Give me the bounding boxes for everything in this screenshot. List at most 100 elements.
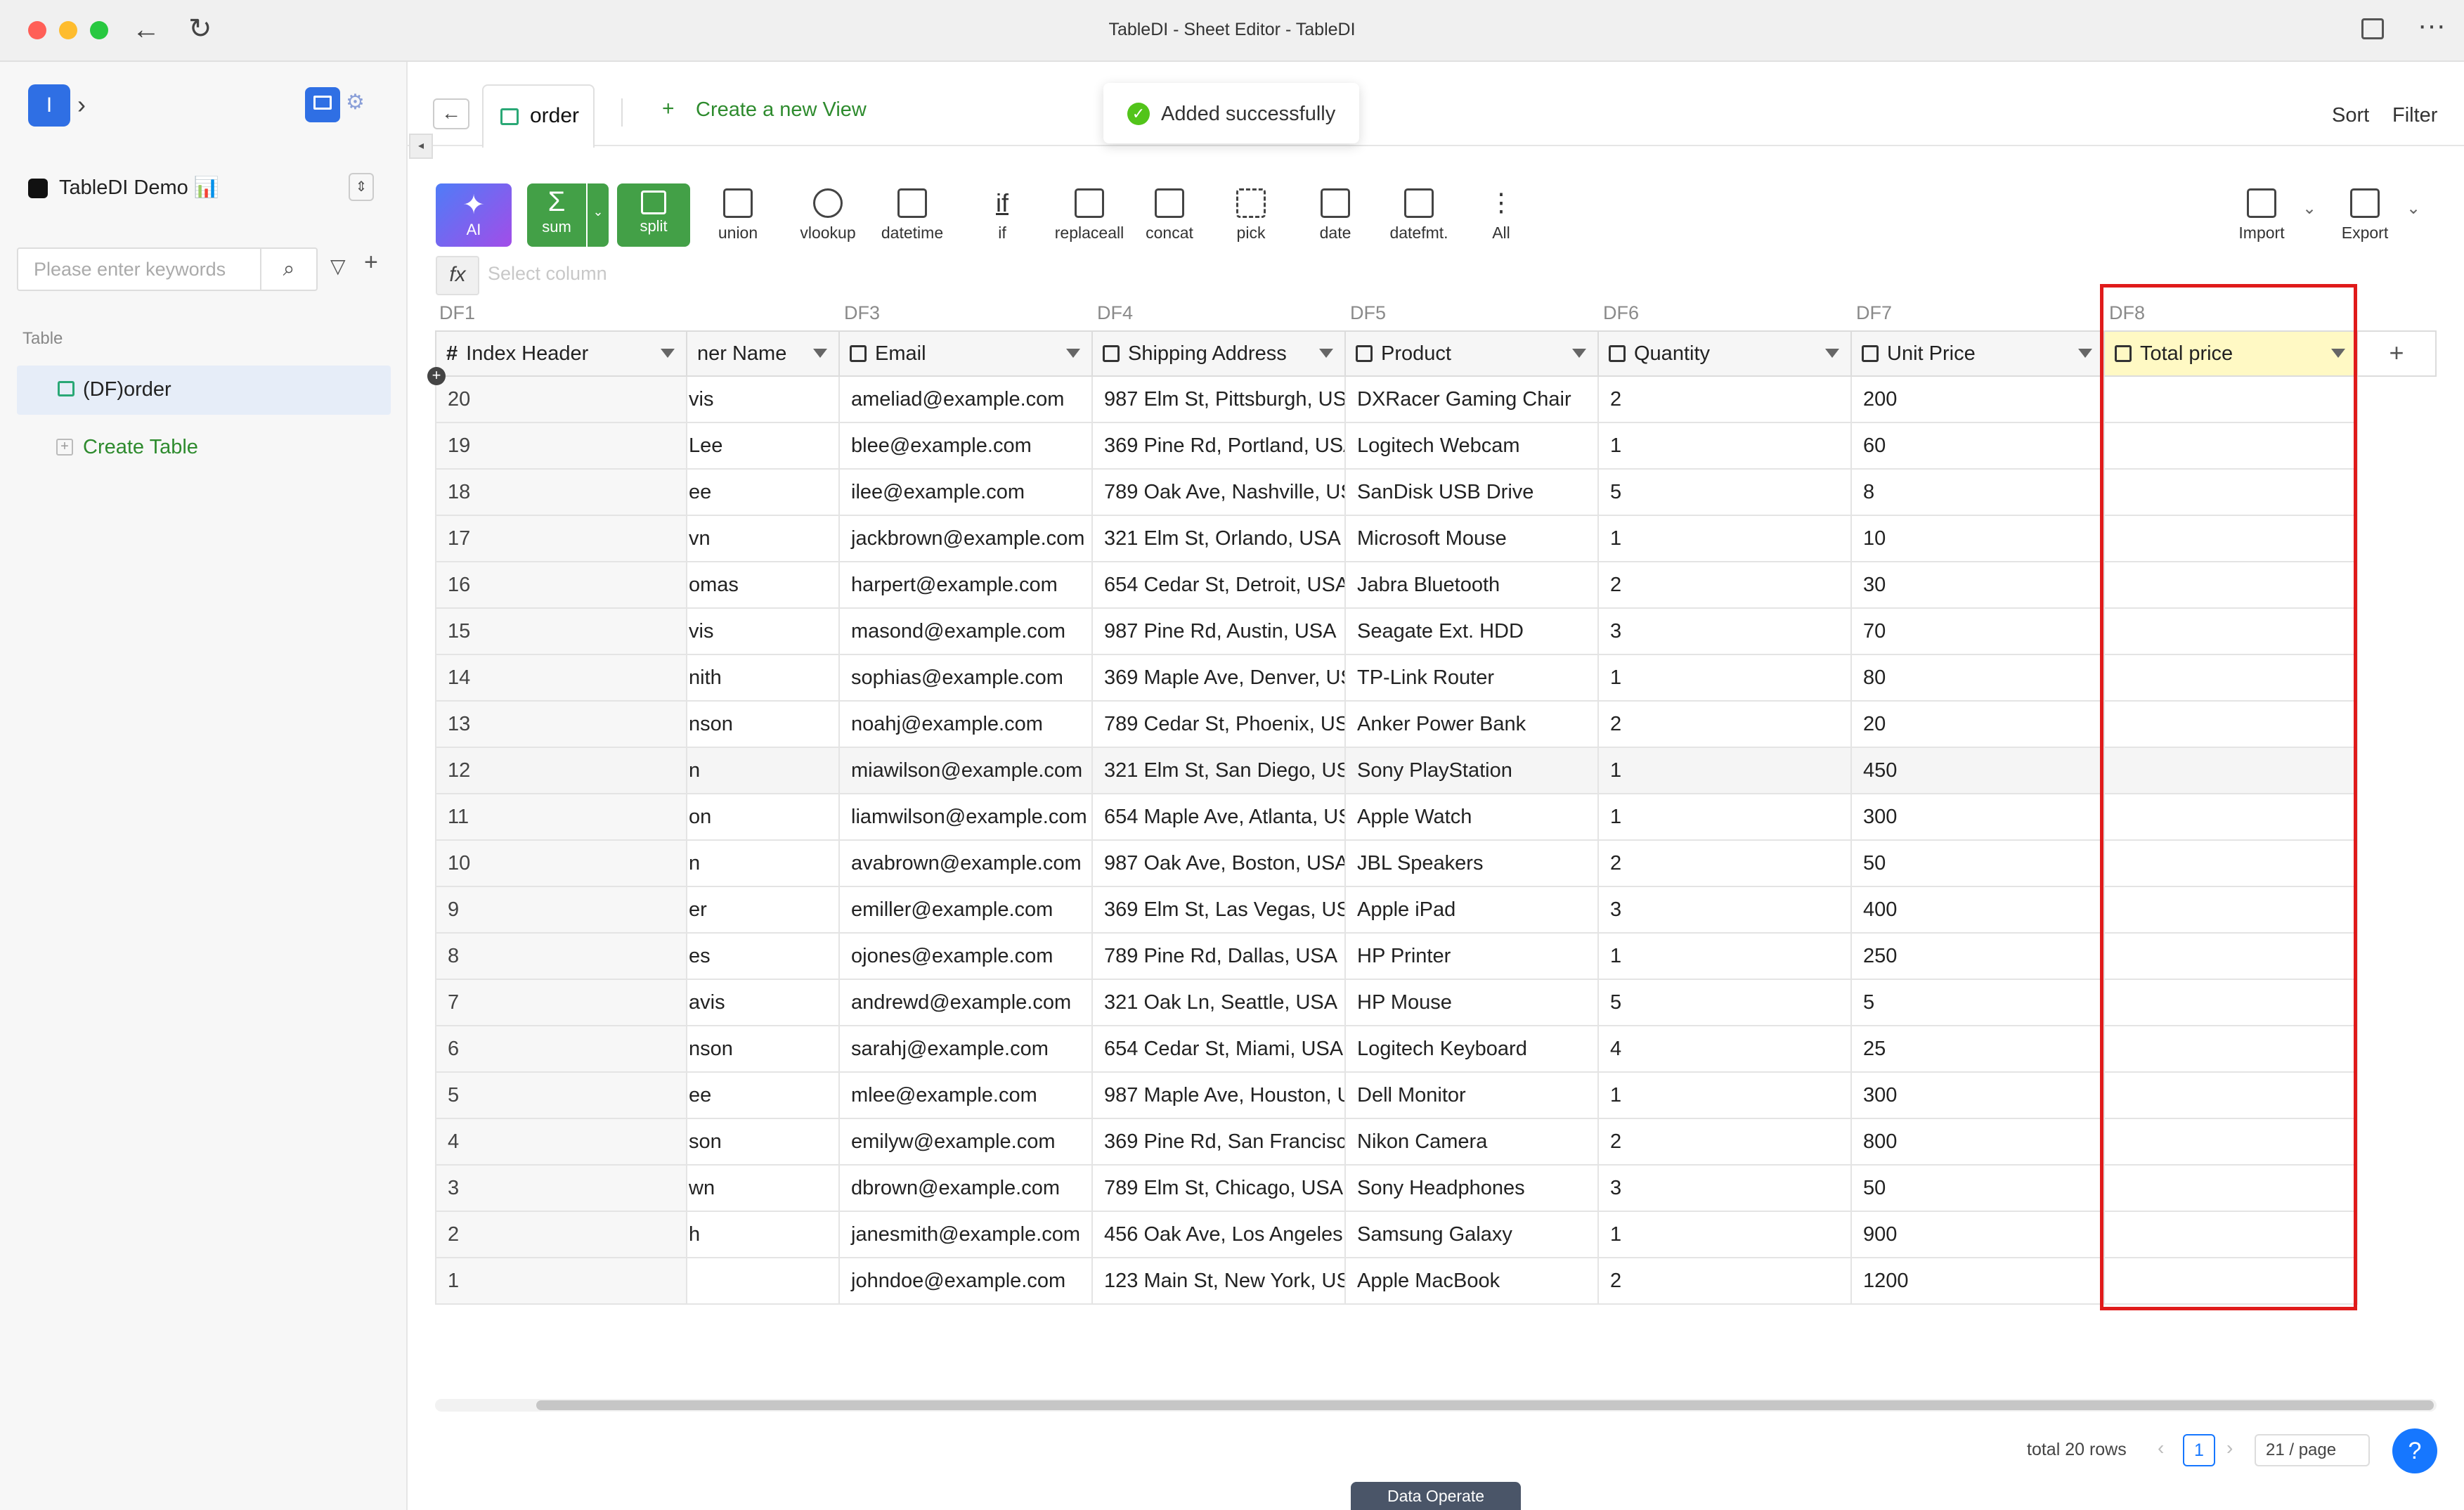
table-cell[interactable]: 1 (435, 1258, 687, 1305)
create-view-link[interactable]: Create a new View (696, 98, 867, 121)
table-cell[interactable]: 987 Elm St, Pittsburgh, US (1093, 377, 1346, 423)
more-icon[interactable]: ··· (2418, 10, 2446, 41)
search-input[interactable]: Please enter keywords (17, 247, 261, 291)
table-cell[interactable]: dbrown@example.com (840, 1166, 1093, 1212)
table-cell[interactable]: 654 Cedar St, Miami, USA (1093, 1026, 1346, 1073)
per-page-select[interactable]: 21 / page (2255, 1434, 2370, 1466)
table-cell[interactable]: DXRacer Gaming Chair (1346, 377, 1599, 423)
table-cell[interactable]: ameliad@example.com (840, 377, 1093, 423)
table-cell[interactable]: 50 (1852, 1166, 2105, 1212)
table-cell[interactable]: harpert@example.com (840, 562, 1093, 609)
table-cell[interactable]: noahj@example.com (840, 702, 1093, 748)
table-cell[interactable]: 300 (1852, 794, 2105, 841)
table-cell[interactable]: 1 (1599, 794, 1852, 841)
table-cell[interactable]: 8 (1852, 470, 2105, 516)
table-cell[interactable]: nson (687, 1026, 840, 1073)
table-cell[interactable]: nith (687, 655, 840, 702)
table-cell[interactable]: 2 (1599, 702, 1852, 748)
table-cell[interactable]: 16 (435, 562, 687, 609)
column-header-product[interactable]: Product (1346, 330, 1599, 377)
add-row-icon[interactable]: + (427, 367, 446, 385)
table-cell[interactable]: Anker Power Bank (1346, 702, 1599, 748)
table-cell[interactable]: 50 (1852, 841, 2105, 887)
table-cell[interactable]: son (687, 1119, 840, 1166)
table-cell[interactable]: 18 (435, 470, 687, 516)
maximize-window-button[interactable] (90, 21, 108, 39)
table-cell[interactable]: blee@example.com (840, 423, 1093, 470)
table-cell[interactable]: jackbrown@example.com (840, 516, 1093, 562)
add-icon[interactable]: + (364, 249, 378, 276)
minimize-window-button[interactable] (59, 21, 77, 39)
table-cell[interactable]: 20 (435, 377, 687, 423)
table-cell[interactable]: 369 Pine Rd, San Francisco (1093, 1119, 1346, 1166)
table-cell[interactable]: miawilson@example.com (840, 748, 1093, 794)
table-cell[interactable]: vis (687, 377, 840, 423)
table-cell[interactable]: TP-Link Router (1346, 655, 1599, 702)
table-cell[interactable] (2105, 748, 2358, 794)
table-cell[interactable]: vis (687, 609, 840, 655)
tab-order[interactable]: order (482, 84, 595, 148)
table-cell[interactable]: ilee@example.com (840, 470, 1093, 516)
table-cell[interactable]: 3 (1599, 887, 1852, 934)
dropdown-arrow-icon[interactable] (2331, 349, 2345, 358)
table-cell[interactable]: johndoe@example.com (840, 1258, 1093, 1305)
if-button[interactable]: if if (981, 188, 1023, 315)
table-cell[interactable]: 4 (435, 1119, 687, 1166)
horizontal-scrollbar[interactable] (435, 1399, 2437, 1412)
table-cell[interactable]: Logitech Webcam (1346, 423, 1599, 470)
table-cell[interactable]: 5 (1852, 980, 2105, 1026)
table-cell[interactable]: Apple iPad (1346, 887, 1599, 934)
concat-button[interactable]: concat (1139, 188, 1200, 315)
table-cell[interactable]: 789 Oak Ave, Nashville, US (1093, 470, 1346, 516)
table-cell[interactable]: 30 (1852, 562, 2105, 609)
split-button[interactable]: split (617, 183, 690, 247)
desktop-view-button[interactable] (305, 87, 340, 122)
dropdown-arrow-icon[interactable] (813, 349, 827, 358)
table-cell[interactable]: 8 (435, 934, 687, 980)
table-cell[interactable]: emiller@example.com (840, 887, 1093, 934)
table-cell[interactable]: avabrown@example.com (840, 841, 1093, 887)
data-operate-tab[interactable]: Data Operate (1351, 1482, 1521, 1510)
page-number[interactable]: 1 (2183, 1434, 2215, 1466)
table-cell[interactable] (2105, 1258, 2358, 1305)
table-cell[interactable]: 2 (435, 1212, 687, 1258)
table-cell[interactable]: 1 (1599, 1212, 1852, 1258)
table-cell[interactable]: ee (687, 1073, 840, 1119)
add-column-button[interactable]: + (2358, 330, 2437, 377)
settings-icon[interactable]: ⚙ (346, 91, 365, 114)
next-page-icon[interactable]: › (2226, 1437, 2233, 1459)
table-cell[interactable]: SanDisk USB Drive (1346, 470, 1599, 516)
table-cell[interactable]: sophias@example.com (840, 655, 1093, 702)
table-cell[interactable] (2105, 516, 2358, 562)
chevron-right-icon[interactable]: › (77, 90, 86, 119)
table-cell[interactable]: Samsung Galaxy (1346, 1212, 1599, 1258)
table-cell[interactable]: 123 Main St, New York, US (1093, 1258, 1346, 1305)
table-cell[interactable]: 654 Maple Ave, Atlanta, US (1093, 794, 1346, 841)
formula-input[interactable]: Select column (488, 263, 607, 284)
table-cell[interactable]: Lee (687, 423, 840, 470)
table-cell[interactable]: ojones@example.com (840, 934, 1093, 980)
column-header-index-header[interactable]: # Index Header (435, 330, 687, 377)
table-cell[interactable] (2105, 423, 2358, 470)
table-cell[interactable]: 7 (435, 980, 687, 1026)
table-cell[interactable]: 5 (435, 1073, 687, 1119)
project-switch-button[interactable]: ⇕ (349, 173, 374, 201)
table-cell[interactable]: 10 (435, 841, 687, 887)
table-cell[interactable]: ee (687, 470, 840, 516)
table-cell[interactable]: JBL Speakers (1346, 841, 1599, 887)
sum-button[interactable]: Σ sum (527, 183, 586, 247)
table-cell[interactable]: HP Mouse (1346, 980, 1599, 1026)
vlookup-button[interactable]: vlookup (794, 188, 862, 315)
table-cell[interactable] (2105, 702, 2358, 748)
workspace-avatar[interactable]: I (28, 84, 70, 127)
table-cell[interactable]: Apple MacBook (1346, 1258, 1599, 1305)
table-cell[interactable]: on (687, 794, 840, 841)
table-cell[interactable]: emilyw@example.com (840, 1119, 1093, 1166)
all-button[interactable]: ⋮ All (1480, 188, 1522, 315)
union-button[interactable]: union (710, 188, 766, 315)
table-cell[interactable]: es (687, 934, 840, 980)
table-cell[interactable] (2105, 609, 2358, 655)
table-cell[interactable]: 1200 (1852, 1258, 2105, 1305)
dropdown-arrow-icon[interactable] (1825, 349, 1839, 358)
table-cell[interactable]: 6 (435, 1026, 687, 1073)
